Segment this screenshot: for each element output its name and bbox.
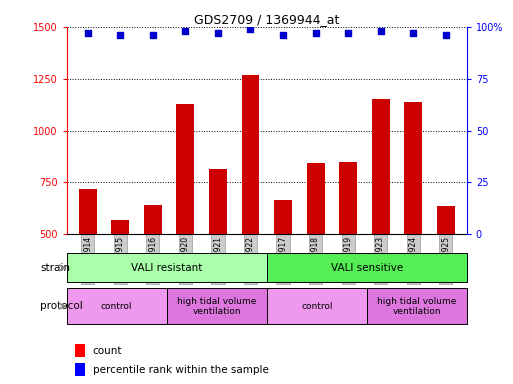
Bar	[339, 162, 357, 338]
Text: protocol: protocol	[40, 301, 83, 311]
Bar	[111, 220, 129, 338]
Point	[409, 30, 417, 36]
Text: percentile rank within the sample: percentile rank within the sample	[93, 364, 269, 375]
Point	[442, 32, 450, 38]
Text: control: control	[101, 302, 132, 311]
Text: control: control	[301, 302, 332, 311]
Bar	[367, 288, 467, 324]
Bar	[75, 344, 85, 357]
Point	[181, 28, 189, 34]
Text: count: count	[93, 346, 122, 356]
Point	[246, 26, 254, 32]
Text: VALI resistant: VALI resistant	[131, 263, 203, 273]
Text: high tidal volume
ventilation: high tidal volume ventilation	[177, 296, 256, 316]
Bar	[75, 363, 85, 376]
Point	[149, 32, 157, 38]
Point	[84, 30, 92, 36]
Bar	[79, 189, 97, 338]
Text: strain: strain	[40, 263, 70, 273]
Point	[311, 30, 320, 36]
Bar	[437, 206, 455, 338]
Point	[377, 28, 385, 34]
Point	[116, 32, 125, 38]
Bar	[404, 101, 422, 338]
Bar	[176, 104, 194, 338]
Text: high tidal volume
ventilation: high tidal volume ventilation	[377, 296, 457, 316]
Bar	[267, 288, 367, 324]
Bar	[144, 205, 162, 338]
Bar	[307, 163, 325, 338]
Point	[214, 30, 222, 36]
Bar	[167, 288, 267, 324]
Point	[279, 32, 287, 38]
Bar	[242, 74, 260, 338]
Bar	[67, 288, 167, 324]
Bar	[209, 169, 227, 338]
Bar	[372, 99, 389, 338]
Bar	[67, 253, 267, 282]
Bar	[267, 253, 467, 282]
Point	[344, 30, 352, 36]
Bar	[274, 200, 292, 338]
Text: VALI sensitive: VALI sensitive	[331, 263, 403, 273]
Title: GDS2709 / 1369944_at: GDS2709 / 1369944_at	[194, 13, 340, 26]
